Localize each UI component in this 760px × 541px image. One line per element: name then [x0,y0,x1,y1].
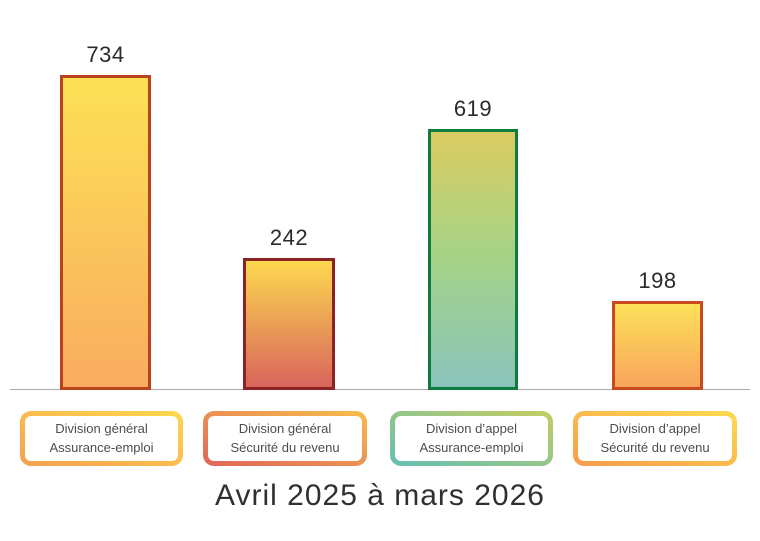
bar-value-label-1: 734 [86,42,125,67]
category-label-text: Division général Assurance-emploi [49,421,154,455]
chart-title: Avril 2025 à mars 2026 [215,479,545,512]
bar-2 [243,258,335,390]
category-label-text: Division d’appel Sécurité du revenu [600,421,710,455]
bar-value-label-2: 242 [269,225,309,250]
category-label-text: Division d’appel Assurance-emploi [419,421,524,455]
category-label-box-1: Division général Assurance-emploi [20,411,183,466]
bar-1 [60,75,151,390]
bar-3 [428,129,518,390]
category-label-box-3: Division d’appel Assurance-emploi [390,411,553,466]
category-label-text: Division général Sécurité du revenu [230,421,340,455]
bar-4 [612,301,703,390]
x-axis-line [10,389,750,390]
category-label-box-2: Division général Sécurité du revenu [203,411,367,466]
bar-value-label-3: 619 [453,96,493,121]
bar-value-label-4: 198 [638,268,677,293]
category-label-box-4: Division d’appel Sécurité du revenu [573,411,737,466]
